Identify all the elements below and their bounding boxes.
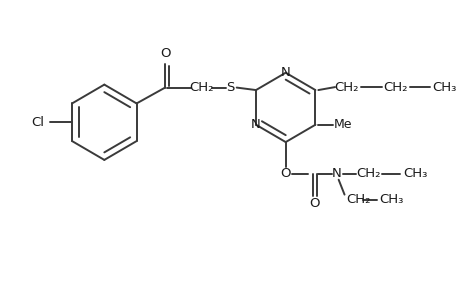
Text: N: N: [331, 167, 341, 180]
Text: CH₂: CH₂: [334, 81, 358, 94]
Text: N: N: [251, 118, 260, 131]
Text: CH₃: CH₃: [432, 81, 456, 94]
Text: CH₂: CH₂: [355, 167, 380, 180]
Text: CH₂: CH₂: [383, 81, 407, 94]
Text: CH₃: CH₃: [379, 193, 403, 206]
Text: Cl: Cl: [32, 116, 45, 129]
Text: N: N: [280, 66, 290, 79]
Text: O: O: [308, 197, 319, 210]
Text: CH₂: CH₂: [346, 193, 370, 206]
Text: CH₃: CH₃: [402, 167, 426, 180]
Text: S: S: [226, 81, 235, 94]
Text: O: O: [160, 47, 170, 60]
Text: CH₂: CH₂: [189, 81, 213, 94]
Text: O: O: [280, 167, 291, 180]
Text: Me: Me: [333, 118, 352, 131]
